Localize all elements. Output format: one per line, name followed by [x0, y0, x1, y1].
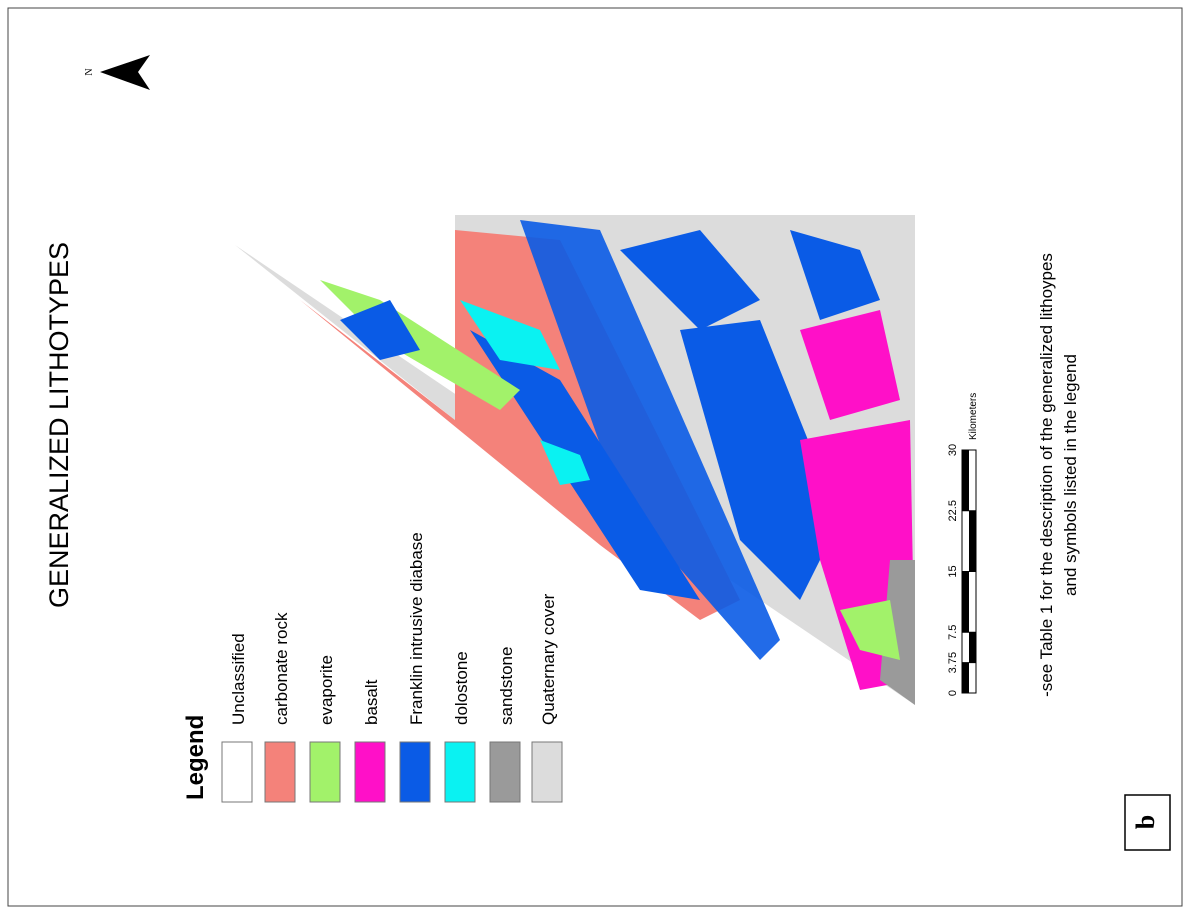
- legend-swatch: [444, 741, 476, 803]
- legend-label: dolostone: [452, 651, 471, 725]
- scale-tick-label: 15: [947, 565, 959, 577]
- map-area: [235, 215, 915, 705]
- scale-tick-label: 3.75: [947, 652, 959, 673]
- scale-bar: 0 3.75 7.5 15 22.5 30: [947, 444, 977, 696]
- legend-label: evaporite: [317, 655, 336, 725]
- legend-swatch: [489, 741, 521, 803]
- panel-box: [1124, 794, 1171, 851]
- legend-swatch: [531, 741, 563, 803]
- legend-swatch: [399, 741, 431, 803]
- note-line: and symbols listed in the legend: [1061, 354, 1080, 596]
- legend-label: Franklin intrusive diabase: [407, 532, 426, 725]
- legend-label: Unclassified: [229, 633, 248, 725]
- scale-segment: [969, 632, 976, 663]
- north-arrow: N: [84, 55, 150, 90]
- legend-swatch: [264, 741, 296, 803]
- scale-tick-label: 0: [947, 690, 959, 696]
- note-line: -see Table 1 for the description of the …: [1037, 253, 1056, 697]
- map-title: GENERALIZED LITHOTYPES: [44, 242, 74, 608]
- scale-segment: [969, 510, 976, 572]
- legend-label: basalt: [362, 679, 381, 725]
- scale-segment: [962, 450, 969, 511]
- scale-segment: [962, 571, 969, 633]
- legend-label: carbonate rock: [272, 612, 291, 725]
- north-label: N: [84, 68, 95, 75]
- scale-tick-label: 22.5: [947, 500, 959, 521]
- legend-swatch: [354, 741, 386, 803]
- scale-unit: Kilometers: [968, 393, 979, 440]
- legend-title: Legend: [182, 715, 209, 800]
- frame: [7, 7, 1183, 907]
- legend-swatch: [221, 741, 253, 803]
- scale-tick-label: 7.5: [947, 625, 959, 640]
- legend-label: sandstone: [497, 647, 516, 725]
- panel-label: b: [1131, 815, 1160, 829]
- scale-tick-label: 30: [947, 444, 959, 456]
- legend: Unclassified carbonate rock evaporite basal…: [221, 532, 563, 803]
- legend-label: Quaternary cover: [539, 593, 558, 725]
- scale-segment: [962, 662, 969, 693]
- legend-swatch: [309, 741, 341, 803]
